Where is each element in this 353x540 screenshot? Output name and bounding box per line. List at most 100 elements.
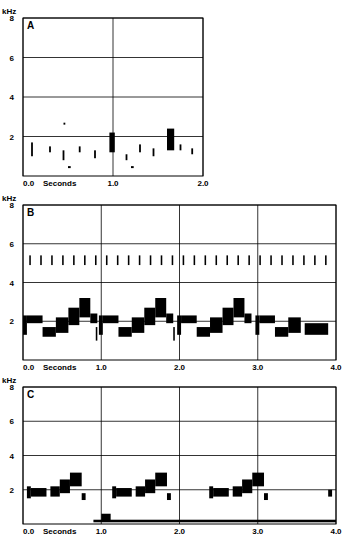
note — [139, 255, 141, 265]
note — [82, 493, 86, 500]
x-axis-label: Seconds — [43, 363, 77, 372]
note — [96, 327, 98, 341]
note — [84, 255, 86, 265]
note — [255, 315, 259, 334]
marks — [31, 123, 193, 168]
note — [173, 327, 175, 341]
note — [62, 255, 64, 265]
note — [303, 255, 305, 265]
note — [325, 255, 327, 265]
x-tick-label: 2.0 — [197, 179, 209, 188]
note — [136, 486, 145, 496]
note — [70, 473, 82, 487]
note — [167, 129, 174, 151]
note — [144, 308, 155, 325]
note — [27, 315, 43, 323]
x-tick-label: 0.0 — [23, 527, 35, 536]
plot-frame — [23, 18, 203, 176]
note — [68, 308, 79, 325]
plot-frame — [23, 387, 336, 524]
note — [79, 298, 90, 317]
x-tick-label: 1.0 — [107, 179, 119, 188]
x-tick-label: 1.0 — [96, 363, 108, 372]
note — [191, 148, 193, 154]
note — [112, 486, 116, 498]
note — [64, 123, 66, 125]
note — [63, 150, 65, 160]
note — [101, 514, 110, 521]
y-tick-label: 2 — [10, 133, 15, 142]
x-tick-label: 4.0 — [330, 527, 342, 536]
y-tick-label: 8 — [10, 14, 15, 23]
note — [116, 488, 132, 497]
note — [155, 473, 167, 487]
note — [314, 255, 316, 265]
note — [177, 315, 181, 334]
grid-line-y — [23, 57, 203, 58]
grid-line-y — [23, 421, 336, 422]
note — [172, 255, 174, 265]
note — [264, 493, 268, 500]
note — [132, 317, 145, 333]
note — [155, 298, 166, 317]
note — [29, 255, 31, 265]
y-tick-label: 8 — [10, 201, 15, 210]
note — [242, 479, 252, 493]
note — [128, 255, 130, 265]
panel-title: A — [27, 20, 34, 31]
x-tick-label: 0.0 — [23, 363, 35, 372]
x-axis-label: Seconds — [43, 527, 77, 536]
note — [252, 473, 264, 487]
note — [109, 133, 114, 153]
note — [106, 255, 108, 265]
note — [259, 255, 261, 265]
note — [205, 255, 207, 265]
note — [328, 490, 332, 497]
note — [248, 255, 250, 265]
note — [90, 314, 97, 324]
note — [40, 255, 42, 265]
note — [223, 308, 234, 325]
note — [167, 493, 171, 500]
note — [145, 479, 155, 493]
y-tick-label: 6 — [10, 240, 15, 249]
note — [213, 488, 229, 497]
panel: AkHz24680.01.02.0Seconds — [2, 7, 209, 188]
note — [117, 255, 119, 265]
note — [215, 255, 217, 265]
note — [292, 255, 294, 265]
note — [131, 166, 134, 168]
grid-line-y — [23, 455, 336, 456]
x-tick-label: 2.0 — [174, 527, 186, 536]
note — [209, 486, 213, 498]
note — [233, 298, 244, 317]
note — [139, 144, 141, 152]
note — [233, 486, 242, 496]
marks — [27, 473, 336, 523]
x-tick-label: 0.0 — [23, 179, 35, 188]
note — [103, 315, 119, 323]
note — [73, 255, 75, 265]
y-tick-label: 8 — [10, 383, 15, 392]
panel-title: C — [27, 389, 34, 400]
y-tick-label: 2 — [10, 486, 15, 495]
x-tick-label: 3.0 — [252, 363, 264, 372]
note — [181, 315, 197, 323]
plot-frame — [23, 205, 336, 360]
note — [197, 327, 210, 337]
note — [237, 255, 239, 265]
note — [281, 255, 283, 265]
grid-line-y — [23, 97, 203, 98]
panel: BkHz24680.01.02.03.04.0Seconds — [2, 194, 342, 372]
note — [126, 154, 128, 160]
y-tick-label: 6 — [10, 54, 15, 63]
note — [244, 314, 251, 324]
marks — [23, 255, 328, 340]
figure: AkHz24680.01.02.0SecondsBkHz24680.01.02.… — [0, 0, 353, 540]
note — [60, 479, 70, 493]
note — [183, 255, 185, 265]
note — [31, 488, 47, 497]
y-tick-label: 6 — [10, 417, 15, 426]
note — [180, 144, 182, 150]
grid-line-y — [23, 282, 336, 283]
